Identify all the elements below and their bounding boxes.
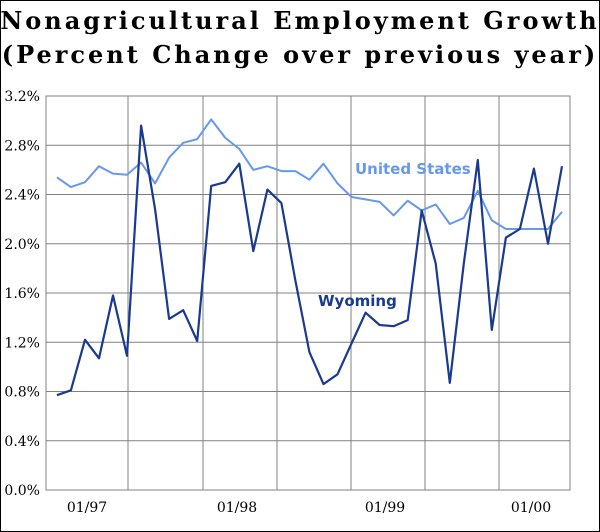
x-tick-label: 01/99 bbox=[365, 500, 405, 516]
chart-title: Nonagricultural Employment Growth bbox=[0, 6, 600, 35]
y-tick-label: 1.6% bbox=[4, 286, 40, 302]
series-line-wyoming bbox=[56, 124, 564, 397]
y-tick-label: 2.4% bbox=[4, 188, 40, 204]
series-label-wyoming: Wyoming bbox=[318, 292, 397, 310]
y-tick-label: 0.0% bbox=[4, 483, 40, 499]
series-line-united-states bbox=[56, 118, 563, 230]
y-tick-label: 2.8% bbox=[4, 138, 40, 154]
y-tick-label: 2.0% bbox=[4, 237, 40, 253]
x-tick-label: 01/00 bbox=[511, 500, 551, 516]
chart-subtitle: (Percent Change over previous year) bbox=[1, 40, 599, 69]
series-label-united-states: United States bbox=[355, 160, 471, 178]
x-tick-label: 01/98 bbox=[217, 500, 257, 516]
plot-area bbox=[45, 95, 571, 491]
y-tick-label: 0.4% bbox=[4, 434, 40, 450]
y-tick-label: 1.2% bbox=[4, 335, 40, 351]
x-tick-label: 01/97 bbox=[67, 500, 107, 516]
y-tick-label: 3.2% bbox=[4, 89, 40, 105]
y-tick-label: 0.8% bbox=[4, 385, 40, 401]
